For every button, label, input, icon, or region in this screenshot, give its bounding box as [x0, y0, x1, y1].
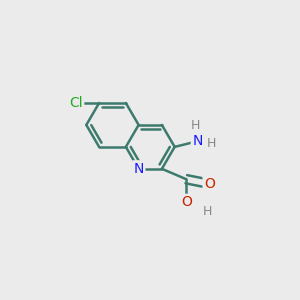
Text: H: H — [191, 119, 200, 132]
Text: Cl: Cl — [69, 96, 83, 110]
Text: N: N — [134, 162, 144, 176]
Text: H: H — [207, 137, 217, 150]
Text: O: O — [181, 195, 192, 209]
Text: N: N — [193, 134, 203, 148]
Text: H: H — [202, 205, 212, 218]
Text: O: O — [204, 177, 215, 191]
